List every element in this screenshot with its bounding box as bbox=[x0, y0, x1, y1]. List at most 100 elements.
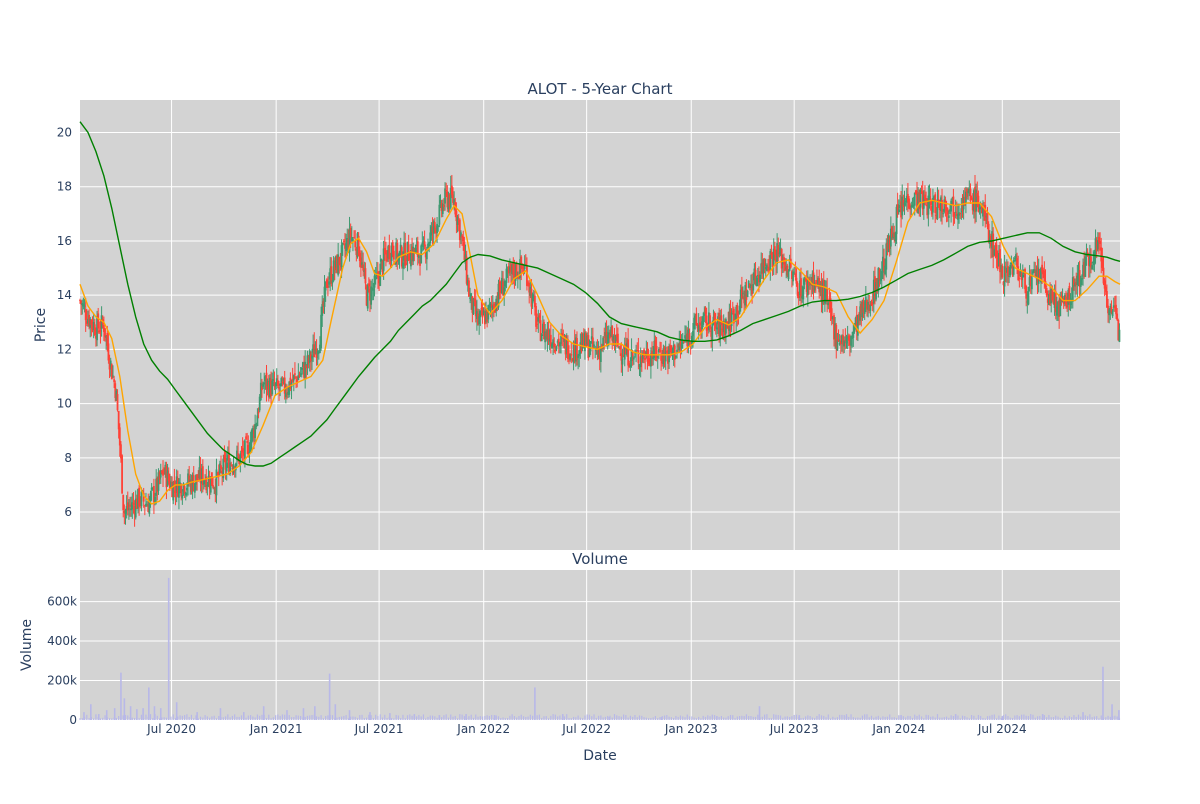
volume-y-tick-label: 400k bbox=[47, 634, 77, 648]
candle-down bbox=[463, 241, 466, 260]
volume-bar bbox=[775, 714, 777, 720]
volume-bar bbox=[1009, 717, 1011, 720]
volume-bar bbox=[650, 718, 652, 720]
candle-up bbox=[552, 339, 554, 347]
candle-down bbox=[789, 258, 792, 268]
candle-down bbox=[870, 302, 873, 306]
candle-up bbox=[997, 253, 1000, 267]
candle-up bbox=[965, 191, 967, 203]
volume-bar bbox=[236, 716, 238, 720]
candle-down bbox=[273, 381, 276, 387]
candle-up bbox=[239, 453, 242, 463]
candle-down bbox=[383, 247, 386, 255]
volume-bar bbox=[884, 716, 886, 720]
candle-down bbox=[507, 266, 510, 274]
volume-bar bbox=[864, 714, 866, 720]
volume-bar bbox=[413, 714, 416, 720]
volume-bar bbox=[909, 716, 911, 720]
candle-up bbox=[656, 356, 659, 358]
candle-up bbox=[501, 277, 503, 293]
candle-up bbox=[1063, 295, 1066, 301]
volume-bar bbox=[452, 716, 454, 720]
price-y-tick-label: 6 bbox=[64, 505, 72, 519]
volume-bar bbox=[643, 717, 645, 720]
candle-down bbox=[966, 188, 968, 197]
candle-up bbox=[112, 375, 114, 377]
candle-up bbox=[879, 278, 882, 282]
volume-y-tick-label: 0 bbox=[69, 713, 77, 727]
volume-bar bbox=[954, 714, 957, 720]
candle-up bbox=[1026, 301, 1029, 303]
volume-bar bbox=[370, 715, 372, 720]
candle-up bbox=[406, 241, 409, 262]
volume-bar bbox=[83, 712, 85, 720]
candle-down bbox=[440, 203, 443, 211]
candle-up bbox=[864, 296, 867, 309]
candle-down bbox=[648, 360, 651, 366]
volume-bar bbox=[179, 715, 181, 720]
candle-up bbox=[753, 268, 756, 281]
volume-bar bbox=[123, 698, 126, 720]
candle-up bbox=[341, 242, 344, 246]
candle-down bbox=[431, 227, 434, 233]
candle-up bbox=[919, 189, 922, 208]
candle-down bbox=[959, 213, 962, 215]
volume-bar bbox=[914, 714, 916, 720]
candle-up bbox=[954, 211, 957, 213]
volume-bar bbox=[743, 716, 745, 720]
candle-up bbox=[299, 373, 302, 375]
volume-bar bbox=[982, 718, 984, 720]
candle-up bbox=[1096, 240, 1099, 250]
candle-up bbox=[574, 337, 577, 362]
volume-bar bbox=[718, 716, 720, 720]
candle-down bbox=[636, 349, 639, 352]
volume-bar bbox=[422, 714, 425, 720]
candle-down bbox=[619, 346, 622, 350]
candle-up bbox=[569, 354, 572, 360]
volume-bar bbox=[153, 706, 156, 720]
candle-up bbox=[750, 284, 752, 289]
candle-up bbox=[399, 244, 402, 255]
volume-bar bbox=[188, 717, 190, 720]
candle-up bbox=[280, 378, 283, 387]
volume-bar bbox=[465, 714, 467, 720]
candle-down bbox=[512, 262, 515, 275]
candle-up bbox=[788, 260, 791, 271]
candle-up bbox=[345, 243, 348, 251]
volume-bar bbox=[707, 715, 709, 720]
volume-bar bbox=[522, 716, 525, 720]
candle-down bbox=[528, 282, 531, 293]
volume-bar bbox=[279, 715, 281, 720]
candle-down bbox=[385, 250, 387, 255]
volume-bar bbox=[973, 715, 975, 720]
candle-up bbox=[604, 332, 607, 337]
candle-up bbox=[134, 498, 137, 518]
candle-up bbox=[403, 242, 406, 261]
candle-down bbox=[465, 256, 468, 284]
volume-bar bbox=[809, 715, 811, 720]
candle-up bbox=[1076, 275, 1079, 285]
candle-down bbox=[1041, 264, 1043, 273]
candle-down bbox=[961, 205, 964, 212]
candle-up bbox=[943, 199, 946, 212]
volume-bar bbox=[966, 717, 968, 720]
candle-up bbox=[957, 214, 959, 220]
candle-down bbox=[192, 475, 195, 491]
volume-y-tick-label: 200k bbox=[47, 674, 77, 688]
candle-up bbox=[1067, 290, 1070, 305]
candle-down bbox=[855, 315, 858, 333]
candle-up bbox=[877, 268, 880, 292]
candle-up bbox=[540, 334, 543, 342]
candle-up bbox=[254, 423, 257, 438]
volume-bar bbox=[509, 715, 511, 720]
candle-down bbox=[640, 356, 643, 363]
candle-up bbox=[854, 317, 857, 328]
volume-bar bbox=[516, 717, 518, 720]
candle-up bbox=[694, 315, 697, 321]
candle-down bbox=[535, 306, 537, 327]
candle-down bbox=[176, 477, 179, 497]
candle-up bbox=[256, 415, 259, 427]
volume-bar bbox=[900, 715, 902, 720]
candle-down bbox=[79, 300, 81, 301]
volume-bar bbox=[634, 714, 636, 720]
